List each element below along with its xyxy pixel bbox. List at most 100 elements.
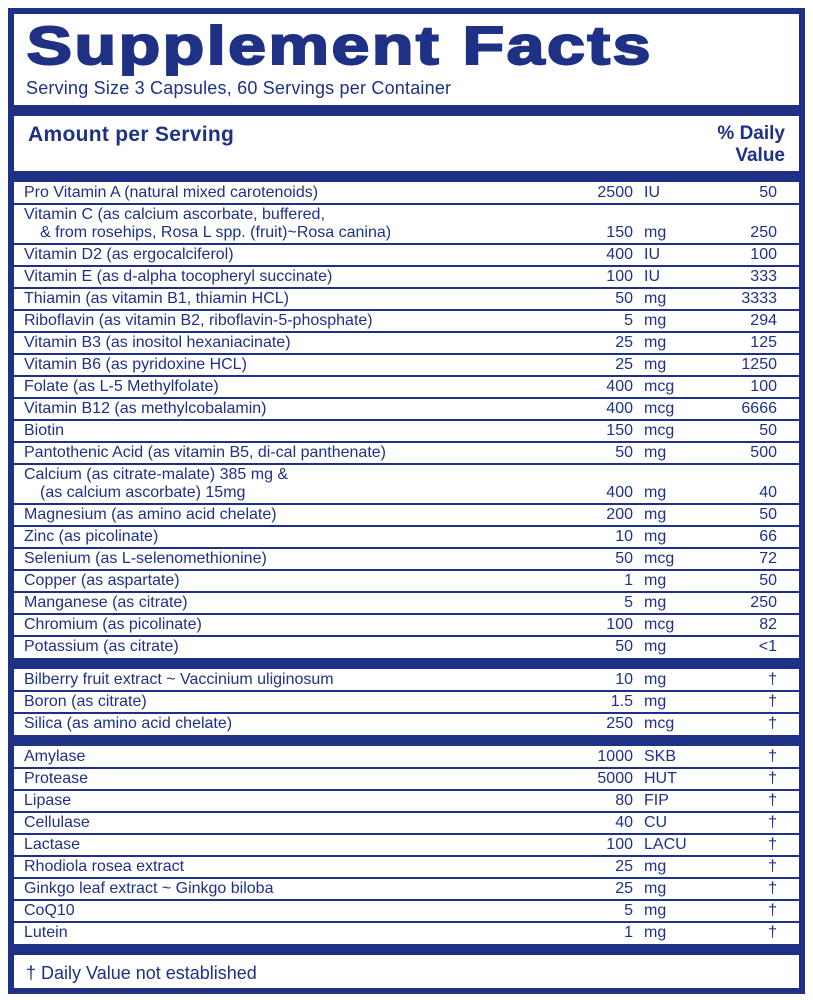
ingredient-name: Vitamin B3 (as inositol hexaniacinate) xyxy=(24,334,563,352)
ingredient-name-line: Protease xyxy=(24,770,89,788)
ingredient-name: Calcium (as citrate-malate) 385 mg & (as … xyxy=(24,466,563,502)
amount-value: 25 xyxy=(615,356,633,374)
daily-value: 40 xyxy=(759,484,777,502)
amount-unit: LACU xyxy=(644,836,687,854)
daily-value: 50 xyxy=(759,506,777,524)
ingredient-name: Pantothenic Acid (as vitamin B5, di-cal … xyxy=(24,444,563,462)
amount-value: 400 xyxy=(606,246,633,264)
daily-value: <1 xyxy=(758,638,777,656)
ingredient-name-line: Folate (as L-5 Methylfolate) xyxy=(24,378,219,396)
table-row: Copper (as aspartate) 1 mg 50 xyxy=(14,571,799,594)
amount-unit: mg xyxy=(644,224,667,242)
ingredient-name-line: Vitamin E (as d-alpha tocopheryl succina… xyxy=(24,268,333,286)
table-row: Lutein 1 mg † xyxy=(14,923,799,943)
section-enzymes-others: Amylase 1000 SKB † Protease 5000 HUT † Lipase 80 F… xyxy=(14,747,799,943)
daily-value: 50 xyxy=(759,184,777,202)
table-row: Zinc (as picolinate) 10 mg 66 xyxy=(14,527,799,550)
daily-value: † xyxy=(768,715,777,733)
amount-value: 100 xyxy=(606,836,633,854)
ingredient-name-line: (as calcium ascorbate) 15mg xyxy=(40,484,246,502)
daily-value: 66 xyxy=(759,528,777,546)
ingredient-name-line: Vitamin B3 (as inositol hexaniacinate) xyxy=(24,334,291,352)
amount-unit: mg xyxy=(644,312,667,330)
amount-unit: mg xyxy=(644,356,667,374)
ingredient-name-line: Magnesium (as amino acid chelate) xyxy=(24,506,277,524)
ingredient-name-line: Boron (as citrate) xyxy=(24,693,147,711)
daily-value: 500 xyxy=(750,444,777,462)
amount-value: 50 xyxy=(615,550,633,568)
daily-value: † xyxy=(768,902,777,920)
ingredient-name: Pro Vitamin A (natural mixed carotenoids… xyxy=(24,184,563,202)
daily-value: † xyxy=(768,880,777,898)
ingredient-name: Ginkgo leaf extract ~ Ginkgo biloba xyxy=(24,880,563,898)
daily-value: † xyxy=(768,693,777,711)
daily-value: 82 xyxy=(759,616,777,634)
table-row: Lactase 100 LACU † xyxy=(14,835,799,858)
amount-value: 1.5 xyxy=(610,693,633,711)
table-row: Chromium (as picolinate) 100 mcg 82 xyxy=(14,615,799,638)
ingredient-name-line: Pro Vitamin A (natural mixed carotenoids… xyxy=(24,184,319,202)
ingredient-name: Thiamin (as vitamin B1, thiamin HCL) xyxy=(24,290,563,308)
amount-unit: mg xyxy=(644,638,667,656)
ingredient-name-line: Lipase xyxy=(24,792,72,810)
amount-unit: mg xyxy=(644,484,667,502)
ingredient-name: Protease xyxy=(24,770,563,788)
daily-value: 333 xyxy=(750,268,777,286)
amount-unit: mcg xyxy=(644,422,675,440)
amount-value: 1 xyxy=(624,572,633,590)
table-row: Vitamin C (as calcium ascorbate, buffere… xyxy=(14,205,799,246)
daily-value: † xyxy=(768,792,777,810)
amount-value: 40 xyxy=(615,814,633,832)
daily-value: 50 xyxy=(759,572,777,590)
ingredient-name: Manganese (as citrate) xyxy=(24,594,563,612)
amount-value: 50 xyxy=(615,638,633,656)
amount-unit: CU xyxy=(644,814,668,832)
amount-unit: IU xyxy=(644,184,660,202)
table-row: Riboflavin (as vitamin B2, riboflavin-5-… xyxy=(14,311,799,334)
daily-value: 72 xyxy=(759,550,777,568)
amount-unit: mg xyxy=(644,671,667,689)
daily-value: † xyxy=(768,836,777,854)
daily-value: 50 xyxy=(759,422,777,440)
ingredient-name-line: Potassium (as citrate) xyxy=(24,638,179,656)
ingredient-name: Magnesium (as amino acid chelate) xyxy=(24,506,563,524)
ingredient-name-line: Cellulase xyxy=(24,814,90,832)
daily-value: † xyxy=(768,671,777,689)
ingredient-name: Vitamin C (as calcium ascorbate, buffere… xyxy=(24,206,563,242)
table-row: Vitamin D2 (as ergocalciferol) 400 IU 100 xyxy=(14,245,799,268)
daily-value-header: % Daily Value xyxy=(717,123,785,169)
ingredient-name: Amylase xyxy=(24,748,563,766)
ingredient-name-line: Lutein xyxy=(24,924,68,942)
daily-value: 100 xyxy=(750,246,777,264)
ingredient-name: Bilberry fruit extract ~ Vaccinium uligi… xyxy=(24,671,563,689)
ingredient-name: Rhodiola rosea extract xyxy=(24,858,563,876)
amount-unit: mcg xyxy=(644,616,675,634)
daily-value-header-line2: Value xyxy=(735,145,785,167)
header-bottom-bar xyxy=(14,171,799,183)
amount-value: 150 xyxy=(606,422,633,440)
ingredient-name: Selenium (as L-selenomethionine) xyxy=(24,550,563,568)
table-row: Thiamin (as vitamin B1, thiamin HCL) 50 mg… xyxy=(14,289,799,312)
table-row: CoQ10 5 mg † xyxy=(14,901,799,924)
section-vitamins-minerals: Pro Vitamin A (natural mixed carotenoids… xyxy=(14,183,799,657)
table-row: Vitamin B12 (as methylcobalamin) 400 mcg 66… xyxy=(14,399,799,422)
daily-value: 3333 xyxy=(741,290,777,308)
amount-unit: mcg xyxy=(644,550,675,568)
amount-value: 400 xyxy=(606,484,633,502)
ingredient-name: Lutein xyxy=(24,924,563,942)
amount-value: 25 xyxy=(615,334,633,352)
ingredient-name-line: Amylase xyxy=(24,748,86,766)
ingredient-name-line: Thiamin (as vitamin B1, thiamin HCL) xyxy=(24,290,289,308)
amount-value: 5 xyxy=(624,312,633,330)
amount-unit: mg xyxy=(644,902,667,920)
amount-unit: mg xyxy=(644,444,667,462)
daily-value: 6666 xyxy=(741,400,777,418)
amount-unit: IU xyxy=(644,268,660,286)
table-header: Amount per Serving % Daily Value xyxy=(14,117,799,171)
daily-value: 294 xyxy=(750,312,777,330)
section-divider-bar xyxy=(14,658,799,670)
ingredient-name-line: Manganese (as citrate) xyxy=(24,594,188,612)
amount-unit: mg xyxy=(644,506,667,524)
ingredient-name: Lactase xyxy=(24,836,563,854)
daily-value: 1250 xyxy=(741,356,777,374)
